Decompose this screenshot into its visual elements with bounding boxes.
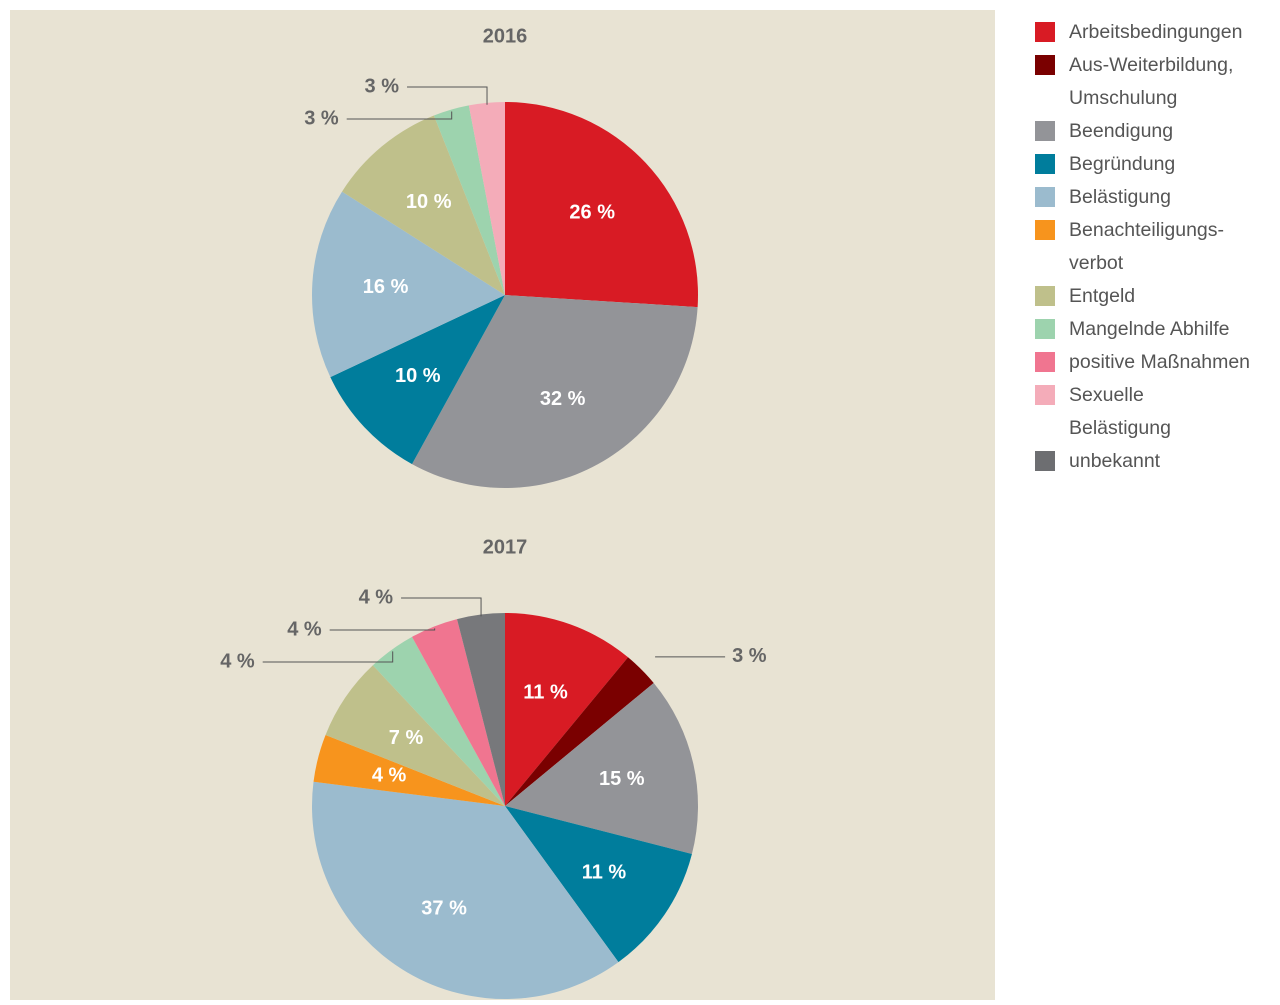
pie-slice <box>505 682 698 854</box>
legend-label: Beendigung <box>1069 120 1174 142</box>
legend-item: Aus-Weiterbildung, Umschulung <box>1035 49 1250 115</box>
pie-slice <box>325 665 505 806</box>
pie-slice <box>505 806 692 963</box>
leader-line <box>346 111 453 120</box>
chart-title: 2016 <box>483 25 528 47</box>
leader-line <box>329 628 436 631</box>
legend-item: Sexuelle Belästigung <box>1035 379 1250 445</box>
slice-label: 10 % <box>406 191 452 213</box>
slice-label: 3 % <box>365 75 400 97</box>
legend-item: Begründung <box>1035 148 1250 181</box>
slice-label: 32 % <box>540 388 586 410</box>
legend-swatch <box>1035 154 1055 174</box>
pie-slice <box>468 102 505 295</box>
slice-label: 7 % <box>389 727 424 749</box>
leader-line <box>262 651 394 663</box>
slice-label: 11 % <box>523 682 568 704</box>
pie-slice <box>342 115 505 296</box>
legend-swatch <box>1035 55 1055 75</box>
leader-line <box>407 86 488 105</box>
legend-label: Sexuelle Belästigung <box>1069 384 1171 439</box>
leader-line <box>401 597 482 617</box>
legend-label: Mangelnde Abhilfe <box>1069 318 1230 340</box>
slice-label: 10 % <box>395 365 441 387</box>
pie-slice <box>311 781 619 999</box>
pie-slice <box>412 295 698 488</box>
slice-label: 4 % <box>372 765 407 787</box>
pie-slice <box>372 636 505 806</box>
legend-label: Arbeitsbedingungen <box>1069 21 1243 43</box>
slice-label: 37 % <box>421 897 467 919</box>
legend-label: Belästigung <box>1069 186 1171 208</box>
charts: 2016 26 % 32 % 10 % 16 % 10 % 3 % 3 % 2017 11 % 15… <box>10 10 995 1000</box>
chart-title: 2017 <box>483 536 528 558</box>
pie-slice <box>330 295 505 465</box>
pie-slice <box>313 734 505 806</box>
legend-swatch <box>1035 121 1055 141</box>
legend-swatch <box>1035 187 1055 207</box>
legend-label: unbekannt <box>1069 450 1161 472</box>
slice-label: 4 % <box>359 586 394 608</box>
legend-label: Entgeld <box>1069 285 1136 307</box>
pie-slice <box>505 657 654 806</box>
legend-swatch <box>1035 220 1055 240</box>
legend-swatch <box>1035 319 1055 339</box>
slice-label: 3 % <box>304 107 339 129</box>
legend-swatch <box>1035 451 1055 471</box>
legend-label: positive Maßnahmen <box>1069 351 1251 373</box>
legend-swatch <box>1035 286 1055 306</box>
legend-label: Benachteiligungs-verbot <box>1069 219 1225 274</box>
legend: Arbeitsbedingungen Aus-Weiterbildung, Ums… <box>1035 16 1250 478</box>
pie-slice <box>312 191 505 378</box>
slice-label: 11 % <box>582 862 627 884</box>
legend-item: unbekannt <box>1035 445 1250 478</box>
legend-swatch <box>1035 385 1055 405</box>
legend-label: Begründung <box>1069 153 1176 175</box>
pie-slice <box>457 613 505 806</box>
legend-swatch <box>1035 352 1055 372</box>
slice-label: 4 % <box>220 650 255 672</box>
pie-slice <box>412 619 505 806</box>
pie-slice <box>433 105 505 295</box>
legend-item: Arbeitsbedingungen <box>1035 16 1250 49</box>
slice-label: 4 % <box>287 618 322 640</box>
slice-label: 15 % <box>599 768 645 790</box>
legend-item: Entgeld <box>1035 280 1250 313</box>
legend-swatch <box>1035 22 1055 42</box>
legend-item: Beendigung <box>1035 115 1250 148</box>
legend-item: Belästigung <box>1035 181 1250 214</box>
pie-slice <box>505 613 629 806</box>
slice-label: 3 % <box>732 645 767 667</box>
legend-item: positive Maßnahmen <box>1035 346 1250 379</box>
legend-item: Benachteiligungs-verbot <box>1035 214 1250 280</box>
pie-slice <box>505 102 698 308</box>
legend-label: Aus-Weiterbildung, Umschulung <box>1069 54 1234 109</box>
slice-label: 16 % <box>363 276 409 298</box>
legend-item: Mangelnde Abhilfe <box>1035 313 1250 346</box>
slice-label: 26 % <box>569 201 615 223</box>
